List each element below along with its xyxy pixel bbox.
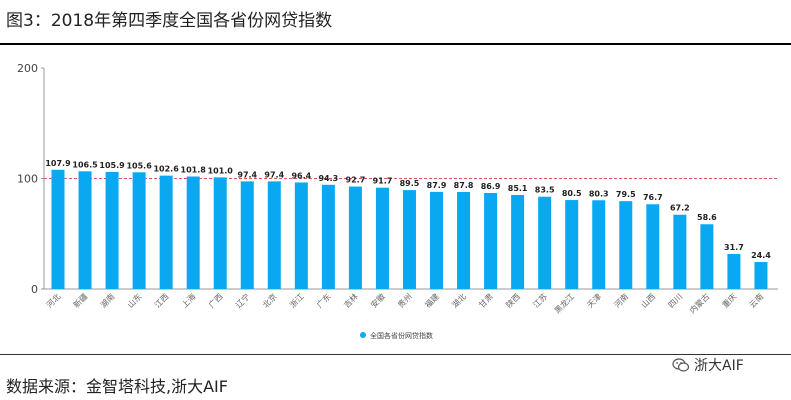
x-tick-label: 湖北 xyxy=(450,292,468,310)
bar xyxy=(673,214,687,289)
bar xyxy=(294,182,308,289)
data-label: 96.4 xyxy=(291,171,311,180)
x-tick-label: 云南 xyxy=(747,291,765,309)
x-tick-label: 山东 xyxy=(125,291,143,309)
data-label: 87.9 xyxy=(427,181,447,190)
bar xyxy=(646,204,660,289)
data-label: 67.2 xyxy=(670,204,690,213)
x-tick-label: 广东 xyxy=(314,291,332,309)
data-label: 94.3 xyxy=(318,174,338,183)
data-label: 91.7 xyxy=(373,177,393,186)
bar xyxy=(538,196,552,289)
bar xyxy=(159,175,173,289)
data-label: 105.6 xyxy=(126,161,152,170)
bar-chart: 0 100 200 107.9 河北 106.5 新疆 105.9 湖南 105.6 山东 102.6… xyxy=(17,62,778,340)
data-label: 79.5 xyxy=(616,190,636,199)
data-label: 106.5 xyxy=(72,160,98,169)
data-label: 102.6 xyxy=(153,165,179,174)
x-tick-label: 江苏 xyxy=(531,291,549,309)
x-tick-label: 四川 xyxy=(667,292,685,310)
bar xyxy=(213,177,227,289)
y-tick-label: 0 xyxy=(31,283,38,296)
data-label: 107.9 xyxy=(45,159,71,168)
x-tick-label: 重庆 xyxy=(720,291,738,309)
bar xyxy=(51,169,65,289)
x-tick-label: 天津 xyxy=(585,291,603,309)
bar xyxy=(592,200,606,289)
bar xyxy=(348,186,362,289)
watermark: 浙大AIF xyxy=(672,356,744,374)
wechat-icon xyxy=(672,358,690,372)
x-tick-label: 安徽 xyxy=(368,291,386,309)
y-tick-label: 100 xyxy=(17,173,38,186)
bar xyxy=(619,201,633,289)
x-tick-label: 内蒙古 xyxy=(687,291,711,315)
data-label: 101.0 xyxy=(208,166,234,175)
data-label: 97.4 xyxy=(264,170,284,179)
x-tick-label: 甘肃 xyxy=(477,291,495,309)
data-label: 80.5 xyxy=(562,189,582,198)
x-tick-label: 河南 xyxy=(612,291,630,309)
x-tick-label: 福建 xyxy=(423,291,441,309)
data-label: 89.5 xyxy=(400,179,420,188)
bar xyxy=(430,191,444,289)
x-tick-label: 辽宁 xyxy=(233,291,251,309)
x-tick-label: 山西 xyxy=(639,291,657,309)
bar xyxy=(754,262,768,289)
x-tick-label: 陕西 xyxy=(504,291,522,309)
bar xyxy=(700,224,714,289)
data-label: 31.7 xyxy=(724,243,744,252)
bar xyxy=(402,190,416,289)
bar xyxy=(484,192,498,289)
bar xyxy=(105,171,119,289)
data-label: 97.4 xyxy=(237,170,257,179)
x-tick-label: 浙江 xyxy=(287,291,305,309)
data-label: 83.5 xyxy=(535,186,555,195)
data-label: 87.8 xyxy=(454,181,474,190)
data-label: 58.6 xyxy=(697,213,717,222)
bar xyxy=(727,253,741,289)
x-tick-label: 湖南 xyxy=(98,291,116,309)
y-tick-label: 200 xyxy=(17,62,38,75)
data-label: 24.4 xyxy=(751,251,771,260)
x-tick-label: 新疆 xyxy=(71,291,89,309)
bar xyxy=(565,200,579,289)
x-tick-label: 江西 xyxy=(153,292,171,310)
bottom-divider xyxy=(0,354,791,355)
x-tick-label: 黑龙江 xyxy=(552,291,576,315)
bar xyxy=(186,176,200,289)
x-tick-label: 贵州 xyxy=(396,291,414,309)
data-label: 105.9 xyxy=(99,161,125,170)
x-tick-label: 吉林 xyxy=(341,291,359,309)
x-tick-label: 广西 xyxy=(206,291,224,309)
data-label: 101.8 xyxy=(181,166,207,175)
data-label: 85.1 xyxy=(508,184,528,193)
watermark-text: 浙大AIF xyxy=(694,358,744,374)
data-label: 92.7 xyxy=(346,176,366,185)
x-tick-label: 北京 xyxy=(260,291,278,309)
data-label: 76.7 xyxy=(643,193,663,202)
bar xyxy=(511,194,525,289)
bar xyxy=(78,171,92,289)
legend-marker xyxy=(360,332,366,338)
top-divider xyxy=(0,43,791,45)
bar xyxy=(267,181,281,289)
x-tick-label: 河北 xyxy=(44,291,62,309)
legend-label: 全国各省份网贷指数 xyxy=(370,331,433,340)
x-tick-label: 上海 xyxy=(179,291,197,309)
data-label: 86.9 xyxy=(481,182,501,191)
chart-title: 图3：2018年第四季度全国各省份网贷指数 xyxy=(6,11,333,31)
data-label: 80.3 xyxy=(589,189,609,198)
bar xyxy=(375,187,389,289)
bar xyxy=(321,184,335,289)
bar xyxy=(132,172,146,289)
data-source: 数据来源：金智塔科技,浙大AIF xyxy=(6,377,228,396)
bar xyxy=(240,181,254,289)
bar xyxy=(457,191,471,289)
